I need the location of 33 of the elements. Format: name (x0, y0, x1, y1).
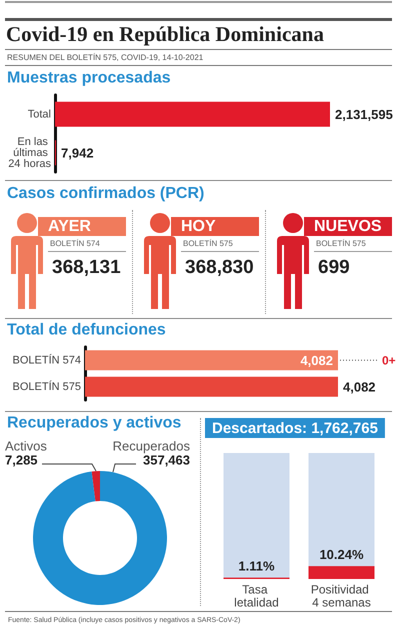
data-label: 2,131,595 (335, 106, 393, 122)
y-tick-label: En las últimas 24 horas (8, 136, 52, 170)
data-label: 368,131 (52, 257, 121, 279)
data-label: 368,830 (185, 257, 254, 279)
data-label: 4,082 (343, 379, 376, 394)
y-tick-label: BOLETÍN 575 (12, 380, 81, 393)
y-tick-label: BOLETÍN 574 (12, 353, 81, 366)
text: BOLETÍN 574 (50, 239, 100, 249)
chart-title: Recuperados y activos (7, 414, 182, 432)
data-label: 699 (318, 257, 350, 279)
text: BOLETÍN 575 (183, 239, 233, 249)
data-label: 357,463 (143, 452, 190, 468)
category-label: HOY (171, 217, 259, 236)
chart-title: Descartados: 1,762,765 (212, 420, 378, 437)
data-label: 10.24% (319, 547, 364, 562)
text: Casos confirmados (PCR) (7, 184, 204, 203)
category-label: NUEVOS (304, 217, 392, 236)
text: Covid-19 en República Dominicana (6, 21, 324, 47)
data-label: 1.11% (238, 558, 276, 574)
data-label: 7,942 (61, 145, 94, 160)
text: RESUMEN DEL BOLETÍN 575, COVID-19, 14-10-2021 (7, 53, 204, 63)
data-label: 4,082 (300, 352, 333, 368)
chart-title: Muestras procesadas (7, 70, 171, 86)
y-tick-label: Total (28, 108, 51, 120)
data-label: 7,285 (5, 452, 38, 468)
text: 0+ (382, 353, 396, 368)
x-tick-label: Tasa letalidad (234, 582, 279, 610)
chart-title: Total de defunciones (7, 322, 166, 338)
slice-label: Activos (5, 438, 48, 454)
slice-label: Recuperados (112, 438, 190, 454)
x-tick-label: Positividad 4 semanas (310, 582, 372, 610)
text: BOLETÍN 575 (316, 239, 366, 249)
category-label: AYER (38, 217, 126, 236)
